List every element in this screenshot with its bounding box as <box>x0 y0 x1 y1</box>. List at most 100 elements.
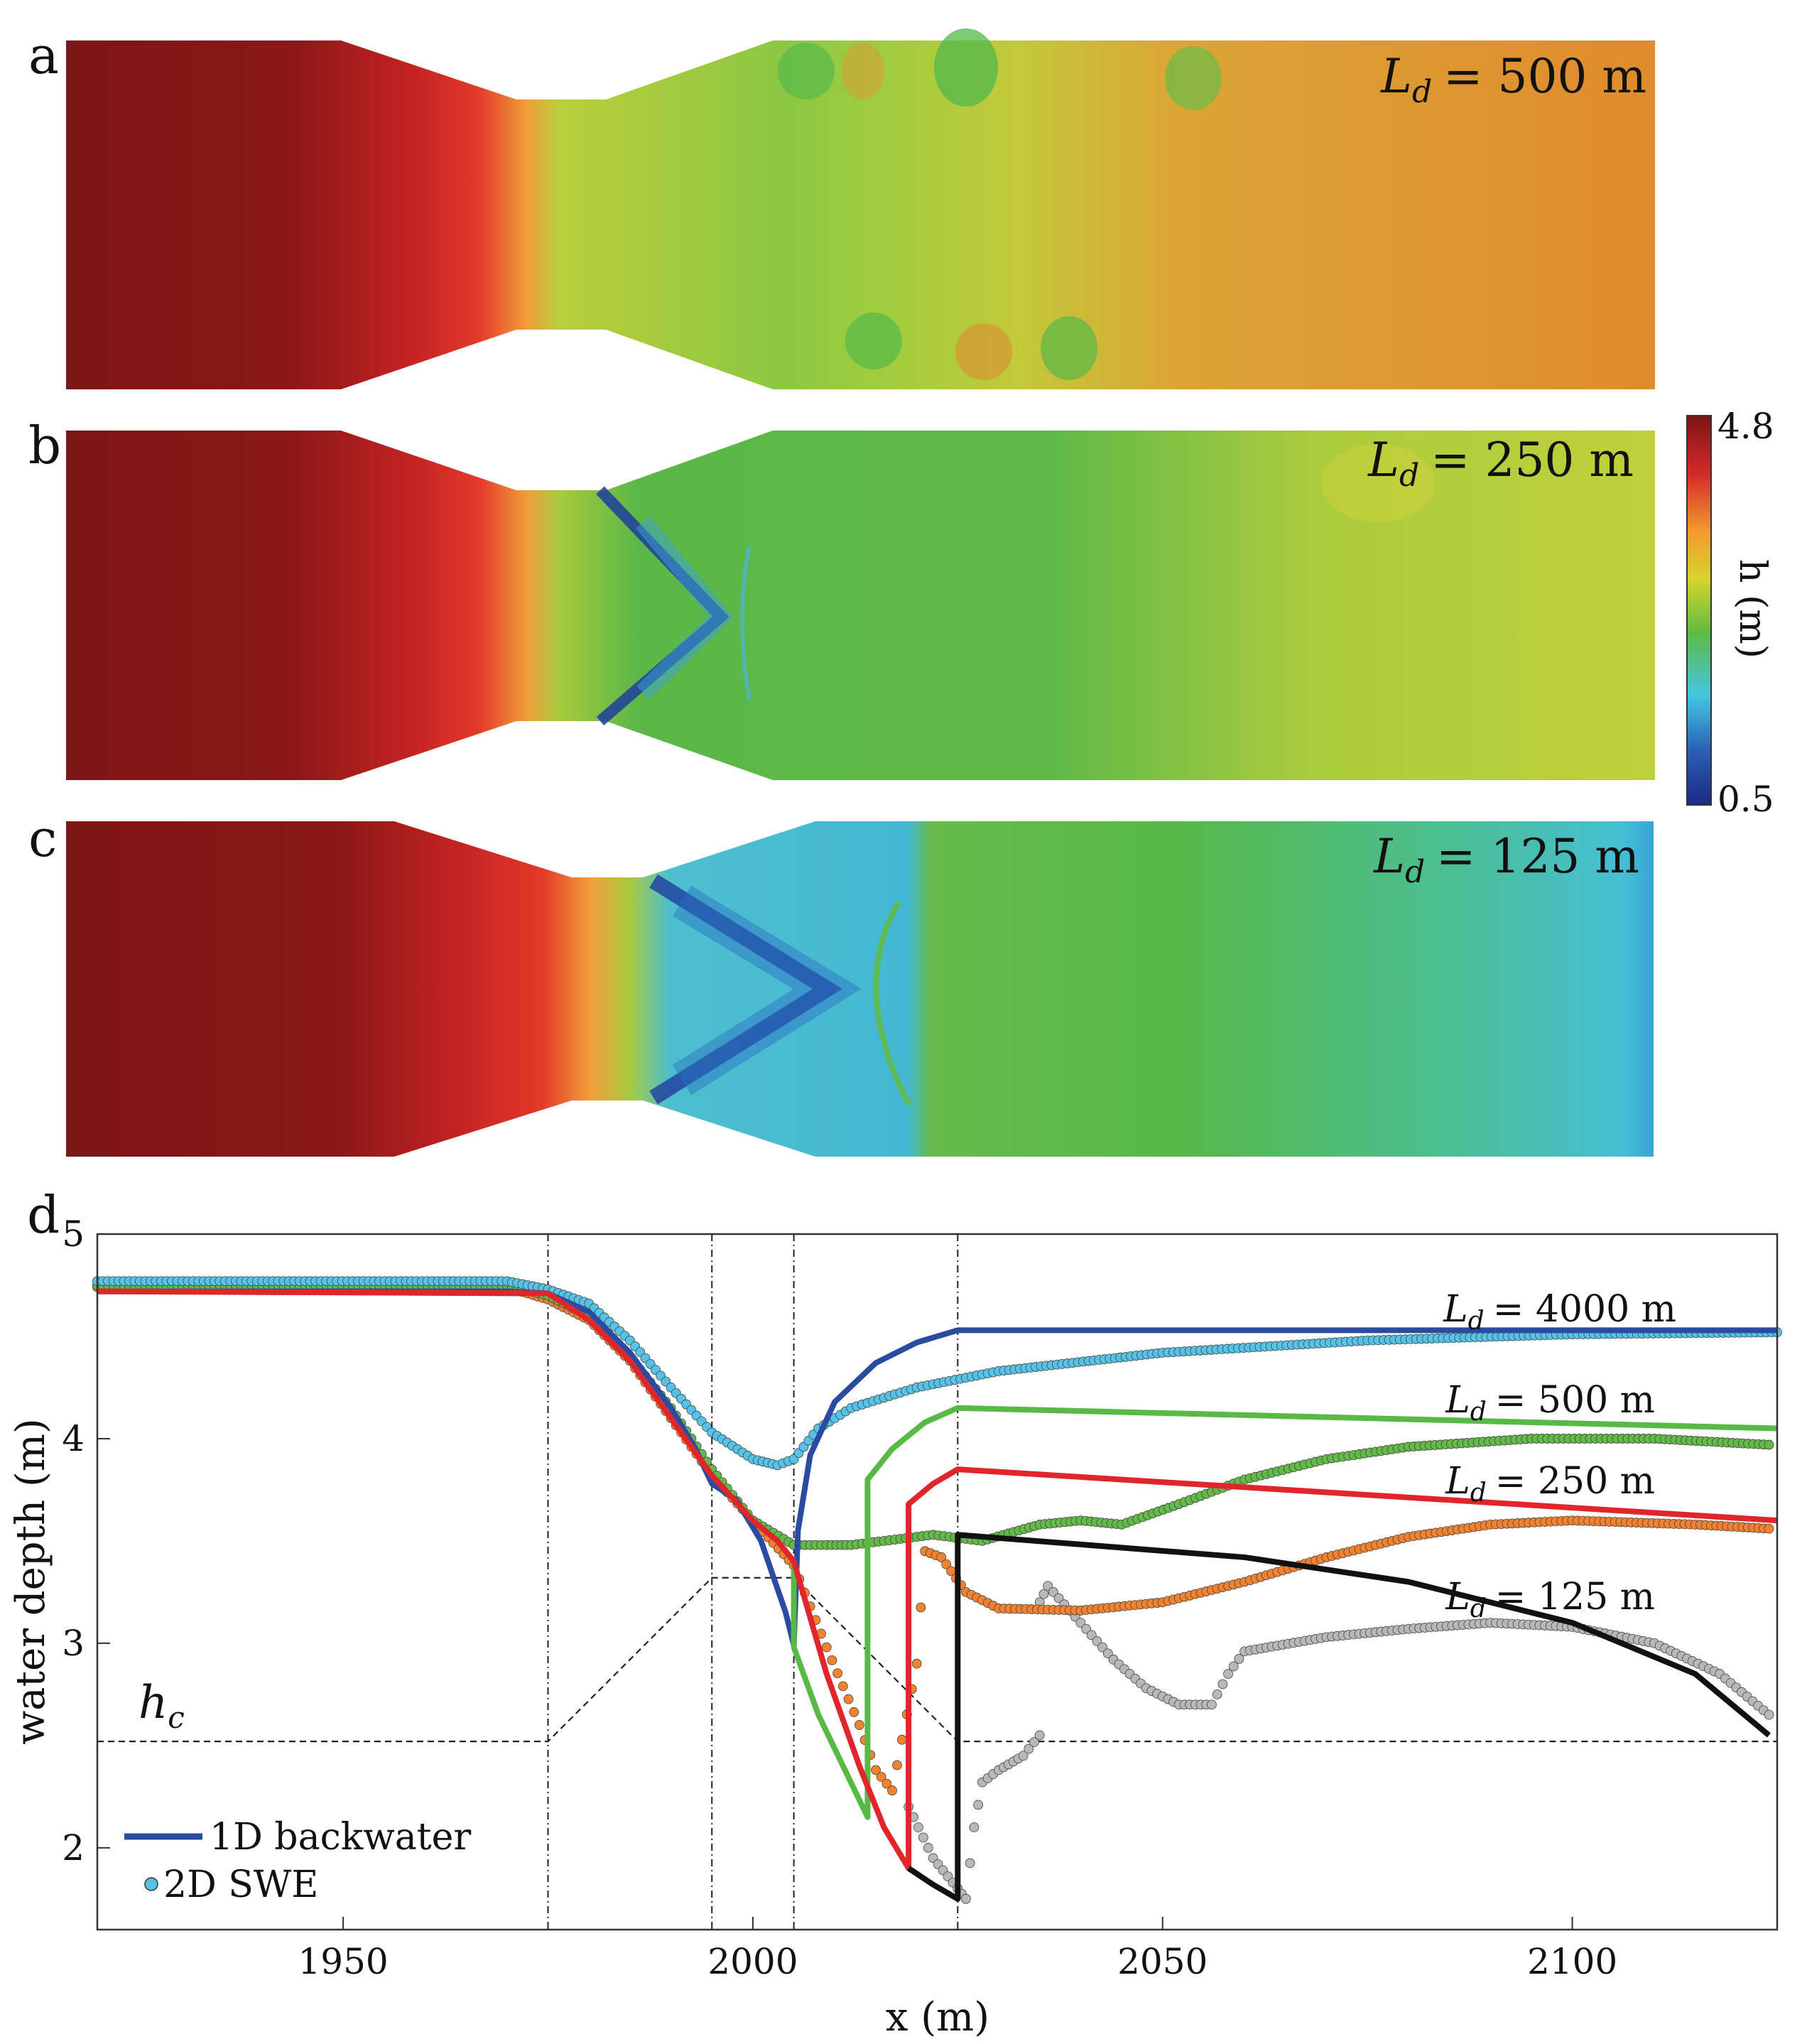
annotation-sub: d <box>1468 1307 1485 1336</box>
swe-marker <box>1207 1699 1217 1710</box>
swe-marker <box>936 1552 947 1562</box>
annotation-value: = 250 m <box>1495 1460 1655 1503</box>
swe-marker <box>965 1858 975 1869</box>
annotation-ld-500: Ld = 500 m <box>1445 1379 1655 1427</box>
annotation-sub: d <box>1470 1397 1487 1427</box>
x-tick-label: 1950 <box>298 1941 388 1982</box>
panel-letter-c: c <box>28 809 57 868</box>
panel-label-sub: d <box>1399 458 1419 494</box>
swe-marker <box>1018 1751 1029 1761</box>
panel-c: c Ld = 125 m <box>28 809 1654 1157</box>
channel-c <box>66 821 1654 1157</box>
y-tick-label: 5 <box>62 1213 85 1255</box>
swe-marker <box>1764 1523 1774 1534</box>
channel-b <box>66 431 1655 780</box>
swe-marker <box>1024 1743 1034 1754</box>
x-axis-label: x (m) <box>886 1994 989 2040</box>
backwater-line <box>97 1288 1777 1648</box>
legend-label: 2D SWE <box>163 1864 318 1906</box>
hc-symbol: h <box>139 1677 168 1729</box>
hc-label: hc <box>139 1677 185 1735</box>
blob-a <box>842 43 884 99</box>
swe-marker <box>1217 1679 1228 1689</box>
channel-a <box>66 40 1655 389</box>
annotation-symbol: L <box>1445 1460 1470 1503</box>
panel-label-value: = 250 m <box>1431 433 1634 487</box>
colorbar-title: h (m) <box>1731 559 1774 659</box>
annotation-ld-4000: Ld = 4000 m <box>1443 1288 1676 1336</box>
swe-marker <box>1212 1689 1222 1699</box>
swe-marker <box>854 1720 864 1730</box>
swe-marker <box>1081 1623 1091 1634</box>
swe-marker <box>918 1832 928 1843</box>
x-tick-label: 2100 <box>1527 1941 1617 1982</box>
panel-label-symbol: L <box>1367 433 1399 487</box>
swe-marker <box>827 1655 837 1665</box>
backwater-line <box>906 1532 1771 1902</box>
swe-marker <box>941 1559 952 1569</box>
swe-marker <box>892 1760 902 1770</box>
blob-a <box>934 28 998 107</box>
swe-marker <box>1038 1589 1049 1599</box>
colorbar-min-label: 0.5 <box>1718 779 1774 820</box>
y-axis-label: water depth (m) <box>8 1418 54 1745</box>
annotation-sub: d <box>1470 1478 1487 1508</box>
swe-marker <box>973 1800 984 1810</box>
blob-a <box>1165 46 1222 110</box>
swe-marker <box>923 1842 933 1853</box>
swe-marker <box>1234 1654 1244 1664</box>
annotation-ld-250: Ld = 250 m <box>1445 1460 1655 1508</box>
blob-b <box>1321 444 1435 522</box>
swe-marker <box>1043 1581 1053 1591</box>
swe-marker <box>896 1734 907 1745</box>
blob-a <box>778 43 835 99</box>
swe-marker <box>843 1694 854 1704</box>
swe-marker <box>1048 1586 1058 1597</box>
shock-c <box>649 874 842 1105</box>
legend: 1D backwater 2D SWE <box>124 1816 471 1906</box>
annotation-symbol: L <box>1443 1288 1468 1331</box>
swe-marker <box>849 1707 859 1717</box>
colorbar-bar <box>1686 415 1712 806</box>
plot-frame <box>96 1233 1779 1931</box>
shock-b <box>635 516 734 700</box>
swe-marker <box>821 1642 832 1653</box>
panel-letter-a: a <box>28 26 59 85</box>
swe-marker <box>1029 1737 1039 1747</box>
panel-label-value: = 500 m <box>1443 49 1646 104</box>
panel-label-sub: d <box>1412 74 1432 110</box>
panel-letter-d: d <box>27 1185 60 1245</box>
panel-label-symbol: L <box>1373 829 1405 884</box>
y-tick-label: 4 <box>62 1418 85 1459</box>
annotation-sub: d <box>1470 1594 1487 1623</box>
panel-label-c: Ld = 125 m <box>1373 829 1639 890</box>
panel-b: b Ld = 250 m <box>28 416 1655 780</box>
blob-a <box>955 323 1012 380</box>
annotation-value: = 125 m <box>1495 1576 1655 1618</box>
shock-c <box>672 885 862 1096</box>
annotation-ld-125: Ld = 125 m <box>1445 1576 1655 1623</box>
swe-marker <box>1764 1439 1774 1450</box>
panel-letter-b: b <box>28 416 61 475</box>
swe-marker <box>916 1602 926 1613</box>
swe-marker <box>1223 1669 1233 1679</box>
shock-c <box>873 901 912 1106</box>
legend-label: 1D backwater <box>210 1816 471 1859</box>
colorbar: 4.8 0.5 h (m) <box>1686 406 1774 820</box>
colorbar-max-label: 4.8 <box>1718 406 1774 447</box>
panel-label-sub: d <box>1405 854 1425 890</box>
panel-label-b: Ld = 250 m <box>1367 433 1634 494</box>
blob-a <box>845 313 902 369</box>
panel-d: d 1950 2000 2050 2100 2 3 4 5 x (m) water depth… <box>8 1185 1782 2040</box>
hc-profile-line <box>97 1577 1777 1743</box>
swe-marker <box>911 1658 922 1669</box>
swe-marker <box>832 1668 843 1679</box>
blob-a <box>1041 316 1097 380</box>
swe-marker <box>1092 1636 1102 1646</box>
legend-marker-swatch <box>144 1877 158 1891</box>
swe-marker <box>887 1785 897 1796</box>
panel-label-a: Ld = 500 m <box>1380 49 1646 110</box>
swe-marker <box>1053 1593 1064 1604</box>
annotation-value: = 4000 m <box>1493 1288 1676 1331</box>
